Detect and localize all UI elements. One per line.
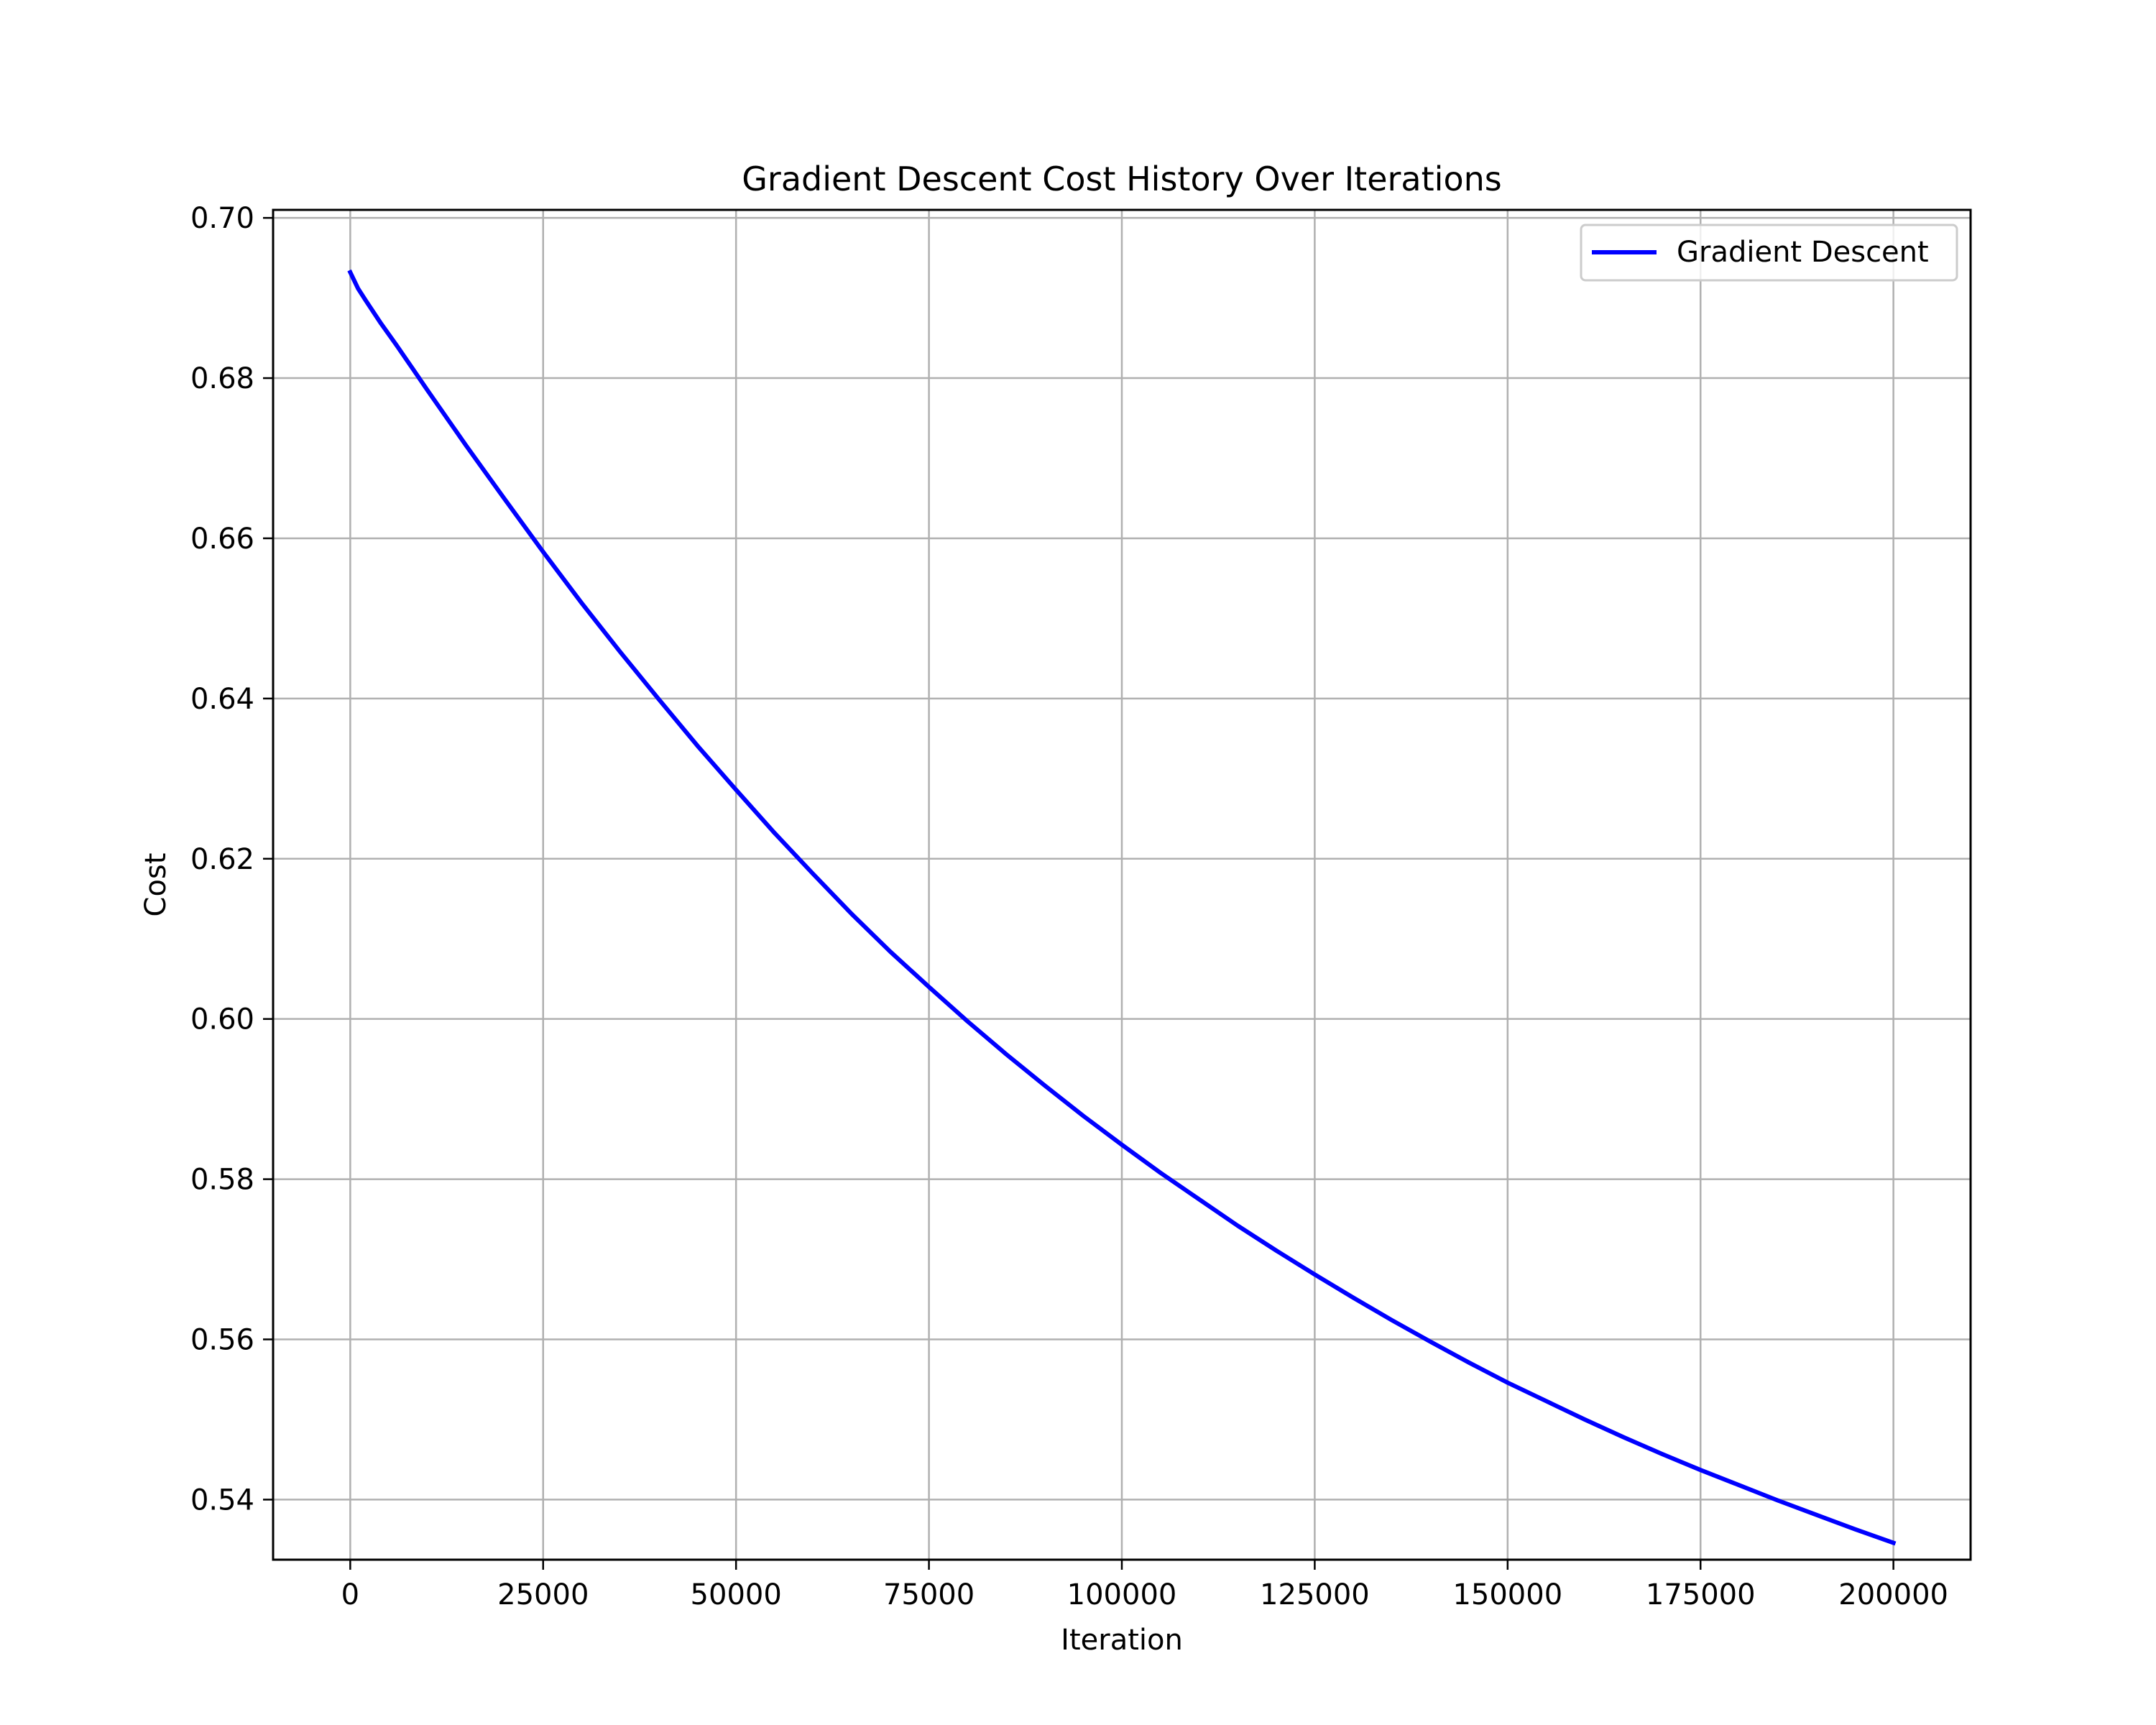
x-tick-label: 175000 [1646,1578,1756,1611]
y-tick-label: 0.62 [190,843,254,876]
grid [273,210,1971,1560]
y-tick-label: 0.68 [190,362,254,395]
x-tick-label: 125000 [1260,1578,1370,1611]
y-axis-label: Cost [139,853,172,917]
y-axis: 0.54 0.56 0.58 0.60 0.62 0.64 0.66 0.68 0.70 [190,202,273,1517]
legend-box [1580,224,1958,282]
x-tick-label: 25000 [497,1578,589,1611]
series-layer [347,269,1897,1546]
y-tick-label: 0.56 [190,1324,254,1357]
x-tick-label: 200000 [1838,1578,1948,1611]
x-axis-label: Iteration [1061,1624,1183,1657]
y-tick-label: 0.54 [190,1484,254,1517]
x-tick-label: 100000 [1067,1578,1177,1611]
y-tick-label: 0.60 [190,1003,254,1036]
series-line-gradient-descent [347,269,1897,1546]
y-tick-label: 0.64 [190,683,254,716]
x-tick-label: 75000 [883,1578,975,1611]
x-tick-label: 50000 [691,1578,782,1611]
y-tick-label: 0.70 [190,202,254,235]
y-tick-label: 0.66 [190,523,254,556]
x-axis: 0 25000 50000 75000 100000 125000 150000 175000… [341,1560,1948,1611]
chart-title: Gradient Descent Cost History Over Itera… [742,160,1501,198]
legend-entry-gradient-descent: Gradient Descent [1677,236,1929,269]
y-tick-label: 0.58 [190,1164,254,1197]
x-tick-label: 0 [341,1578,359,1611]
legend: Gradient Descent [1580,224,1958,282]
x-tick-label: 150000 [1452,1578,1562,1611]
